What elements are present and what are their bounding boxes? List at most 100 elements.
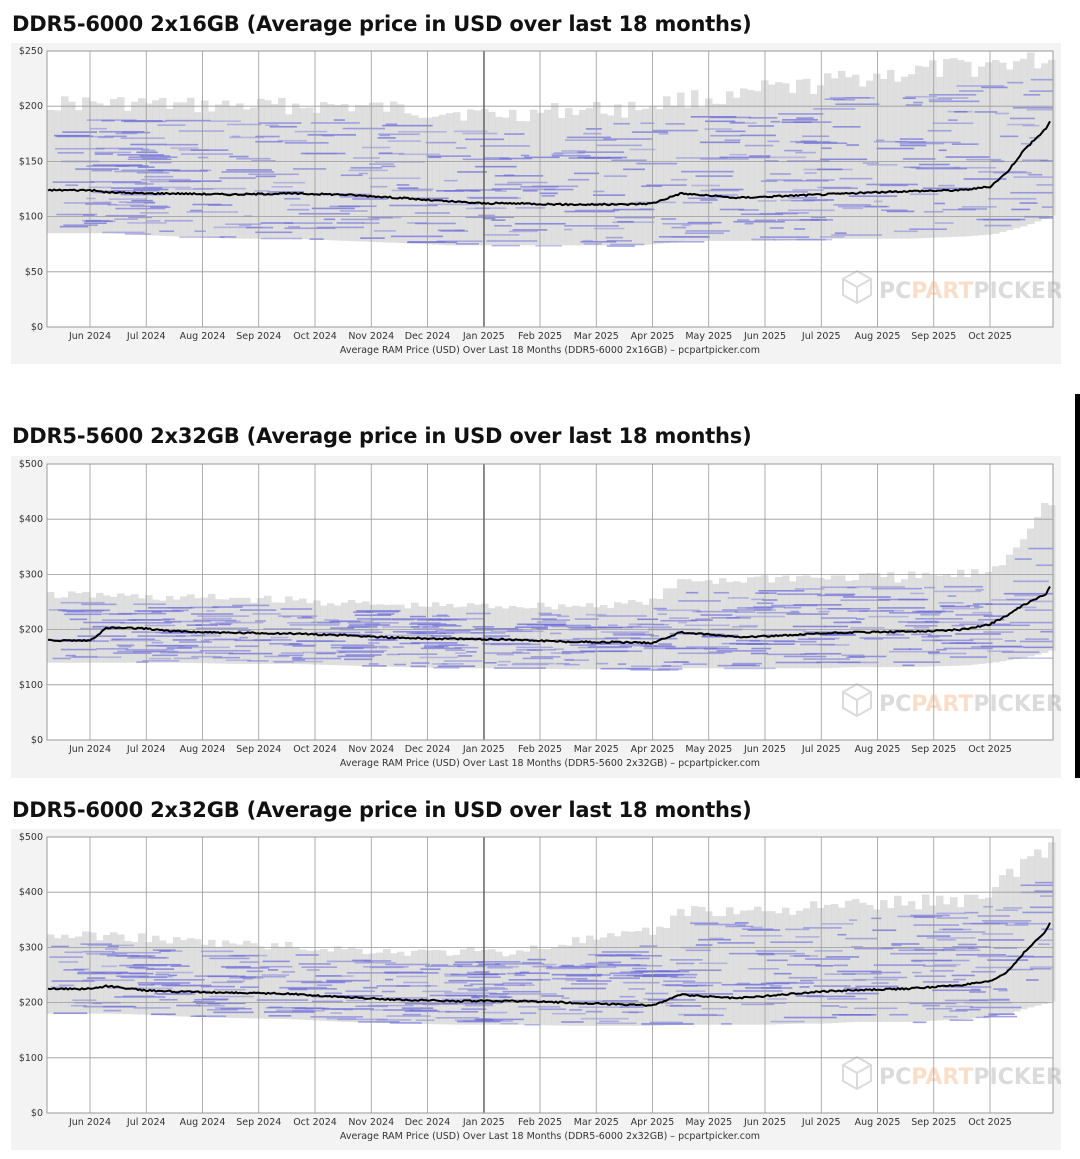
- listing-stripe: [168, 974, 177, 977]
- listing-stripe: [489, 993, 510, 995]
- listing-stripe: [962, 922, 1008, 925]
- x-tick-label: Dec 2024: [405, 331, 451, 342]
- listing-stripe: [907, 621, 938, 624]
- listing-stripe: [695, 984, 706, 987]
- listing-stripe: [253, 639, 292, 641]
- band-column: [348, 947, 356, 1023]
- listing-stripe: [1038, 943, 1050, 946]
- listing-stripe: [197, 156, 209, 159]
- listing-stripe: [311, 1000, 343, 1003]
- band-column: [628, 101, 636, 246]
- listing-stripe: [748, 967, 780, 970]
- band-column: [607, 115, 615, 246]
- band-column: [691, 906, 699, 1025]
- listing-stripe: [729, 642, 769, 645]
- band-column: [810, 901, 818, 1024]
- listing-stripe: [866, 163, 898, 166]
- listing-stripe: [623, 168, 645, 171]
- listing-stripe: [821, 147, 832, 150]
- band-column: [425, 950, 433, 1025]
- band-column: [467, 109, 475, 246]
- listing-stripe: [663, 661, 690, 663]
- listing-stripe: [783, 606, 802, 609]
- listing-stripe: [339, 210, 368, 212]
- listing-stripe: [563, 228, 573, 231]
- band-column: [390, 101, 398, 243]
- band-column: [901, 76, 909, 239]
- listing-stripe: [120, 976, 168, 979]
- band-column: [950, 58, 958, 237]
- listing-stripe: [891, 943, 920, 945]
- band-column: [194, 112, 202, 238]
- listing-stripe: [1005, 924, 1029, 926]
- listing-stripe: [426, 155, 472, 157]
- x-tick-label: May 2025: [685, 1117, 732, 1128]
- listing-stripe: [507, 181, 548, 184]
- listing-stripe: [647, 999, 696, 1001]
- listing-stripe: [984, 921, 1029, 924]
- listing-stripe: [483, 652, 531, 654]
- listing-stripe: [700, 158, 749, 160]
- listing-stripe: [898, 621, 940, 623]
- listing-stripe: [535, 244, 562, 247]
- band-column: [530, 945, 538, 1026]
- cube-logo-icon: [842, 682, 872, 718]
- listing-stripe: [993, 171, 1032, 174]
- band-column: [796, 910, 804, 1024]
- band-column: [558, 117, 566, 246]
- listing-stripe: [219, 177, 256, 179]
- listing-stripe: [758, 953, 775, 956]
- listing-stripe: [215, 1007, 246, 1009]
- listing-stripe: [563, 658, 574, 661]
- listing-stripe: [737, 982, 751, 985]
- band-column: [838, 70, 846, 239]
- listing-stripe: [835, 103, 880, 106]
- listing-stripe: [225, 659, 251, 662]
- listing-stripe: [567, 178, 590, 181]
- listing-stripe: [432, 625, 462, 627]
- band-column: [530, 109, 538, 246]
- plot-frame: [46, 836, 1054, 1114]
- listing-stripe: [419, 656, 458, 659]
- listing-stripe: [695, 944, 713, 946]
- listing-stripe: [360, 237, 385, 239]
- listing-stripe: [561, 652, 571, 655]
- listing-stripe: [115, 165, 149, 167]
- listing-stripe: [737, 607, 774, 609]
- listing-stripe: [225, 620, 241, 623]
- listing-stripe: [301, 981, 346, 984]
- listing-stripe: [292, 645, 315, 647]
- band-column: [131, 942, 139, 1015]
- listing-stripe: [662, 222, 713, 225]
- listing-stripe: [212, 606, 243, 608]
- listing-stripe: [424, 644, 469, 647]
- listing-stripe: [465, 207, 491, 210]
- listing-stripe: [179, 641, 213, 643]
- listing-stripe: [385, 123, 398, 126]
- listing-stripe: [512, 651, 523, 653]
- listing-stripe: [1008, 657, 1053, 659]
- listing-stripe: [115, 207, 166, 210]
- band-column: [404, 955, 412, 1024]
- listing-stripe: [859, 637, 910, 639]
- listing-stripe: [721, 983, 766, 986]
- band-column: [502, 608, 510, 669]
- listing-stripe: [665, 123, 685, 125]
- listing-stripe: [934, 222, 954, 224]
- listing-stripe: [630, 637, 678, 640]
- band-column: [817, 85, 825, 239]
- listing-stripe: [652, 129, 698, 132]
- band-column: [866, 904, 874, 1022]
- band-column: [509, 605, 517, 669]
- x-tick-label: Aug 2025: [855, 331, 901, 342]
- band-column: [922, 67, 930, 239]
- band-column: [355, 104, 363, 242]
- band-column: [222, 940, 230, 1018]
- listing-stripe: [904, 625, 938, 627]
- listing-stripe: [431, 964, 449, 966]
- band-column: [299, 949, 307, 1020]
- listing-stripe: [795, 936, 820, 938]
- listing-stripe: [682, 201, 713, 204]
- x-tick-label: Oct 2025: [968, 1117, 1012, 1128]
- listing-stripe: [727, 597, 749, 599]
